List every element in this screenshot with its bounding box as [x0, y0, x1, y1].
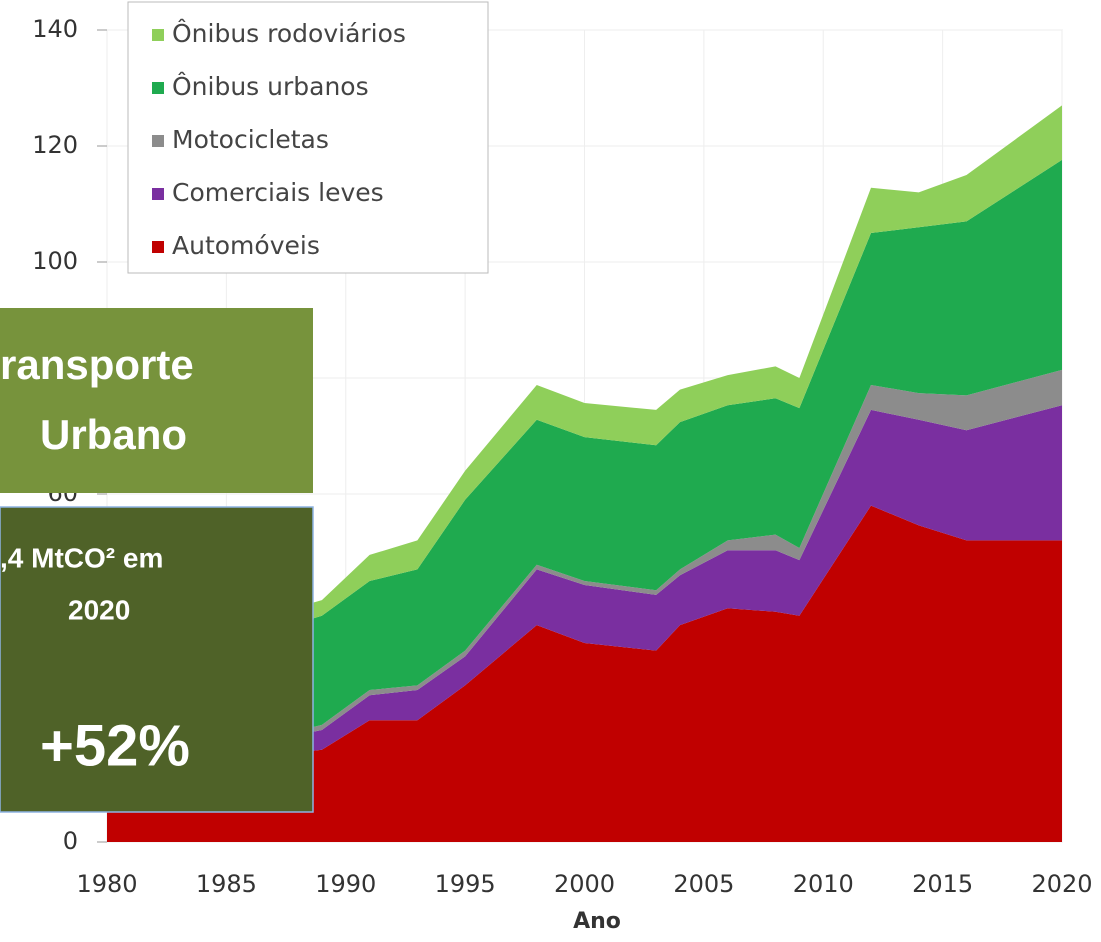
legend-swatch [152, 135, 164, 147]
y-tick-label: 140 [32, 15, 78, 43]
legend-label: Ônibus urbanos [172, 71, 369, 101]
x-tick-label: 1980 [76, 870, 137, 898]
x-axis-label: Ano [573, 909, 621, 934]
annotation: ,4 MtCO² em [0, 542, 163, 573]
annotation: +52% [40, 713, 190, 778]
annotation: Urbano [40, 411, 187, 458]
legend-label: Comerciais leves [172, 178, 384, 207]
legend: Automóveis Comerciais leves Motocicletas Ôn… [152, 18, 406, 260]
x-tick-label: 1995 [435, 870, 496, 898]
legend-swatch [152, 241, 164, 253]
annotation: ransporte [0, 341, 194, 388]
title-box [0, 308, 313, 493]
info-box [0, 506, 314, 813]
area [107, 159, 1062, 763]
x-tick-label: 2005 [673, 870, 734, 898]
x-tick-label: 1990 [315, 870, 376, 898]
annotation: 2020 [68, 594, 130, 625]
legend-swatch [152, 188, 164, 200]
legend-label: Motocicletas [172, 125, 329, 154]
y-tick-label: 100 [32, 247, 78, 275]
x-tick-label: 2010 [793, 870, 854, 898]
legend-label: Automóveis [172, 231, 320, 260]
area [107, 505, 1062, 842]
legend-label: Ônibus rodoviários [172, 18, 406, 48]
legend-swatch [152, 29, 164, 41]
legend-box [127, 1, 489, 274]
area [107, 405, 1062, 773]
x-tick-label: 2020 [1031, 870, 1092, 898]
x-tick-label: 2015 [912, 870, 973, 898]
y-tick-label: 0 [63, 827, 78, 855]
x-tick-label: 1985 [196, 870, 257, 898]
area [107, 369, 1062, 764]
x-tick-label: 2000 [554, 870, 615, 898]
y-tick-label: 120 [32, 131, 78, 159]
legend-swatch [152, 82, 164, 94]
